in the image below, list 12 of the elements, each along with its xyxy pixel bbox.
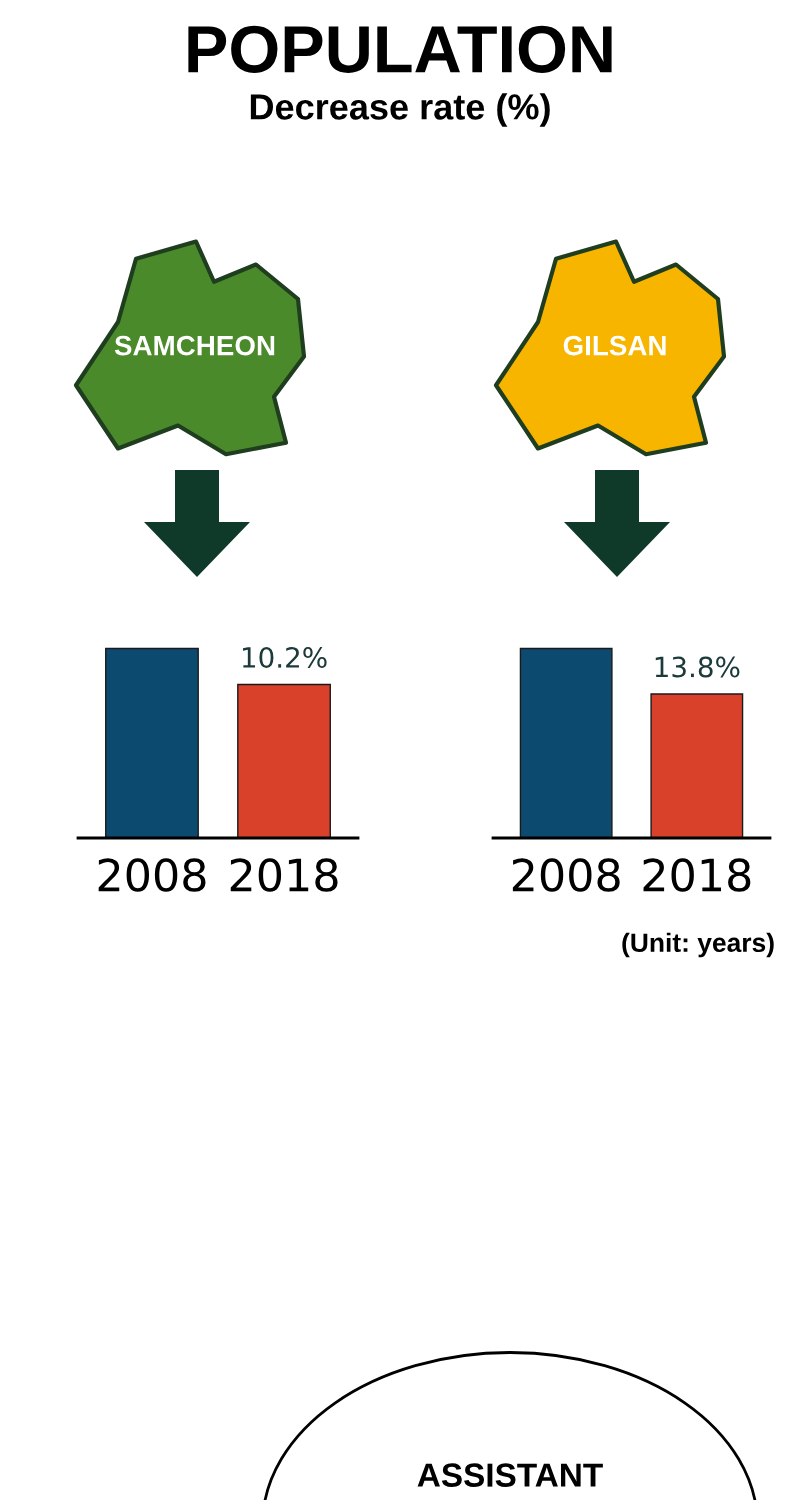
- text: Decrease rate (%): [250, 93, 550, 127]
- chart-title: SAMCHEON: [114, 335, 275, 356]
- x-tick-label: 2008: [98, 858, 206, 892]
- text: POPULATION: [188, 25, 612, 73]
- x-tick-label: 2008: [512, 858, 620, 892]
- x-tick-label: 2018: [643, 858, 751, 892]
- chart-title: GILSAN: [563, 335, 666, 356]
- text: ASSISTANT: [417, 1463, 603, 1487]
- annotation: 13.8%: [655, 656, 740, 678]
- text: (Unit: years): [622, 932, 774, 958]
- annotation: 10.2%: [242, 646, 327, 668]
- x-tick-label: 2018: [230, 858, 338, 892]
